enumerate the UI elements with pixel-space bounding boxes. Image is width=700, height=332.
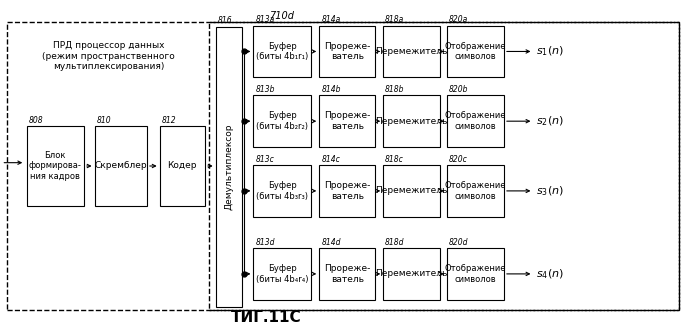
- FancyBboxPatch shape: [319, 26, 375, 77]
- FancyBboxPatch shape: [383, 26, 440, 77]
- FancyBboxPatch shape: [319, 165, 375, 217]
- Text: $s_1(n)$: $s_1(n)$: [536, 45, 564, 58]
- Text: Прореже-
ватель: Прореже- ватель: [324, 112, 370, 131]
- Text: 814d: 814d: [321, 238, 341, 247]
- Text: 813c: 813c: [256, 155, 274, 164]
- FancyBboxPatch shape: [94, 126, 147, 206]
- Text: 820c: 820c: [449, 155, 468, 164]
- FancyBboxPatch shape: [160, 126, 205, 206]
- Text: 812: 812: [162, 116, 176, 125]
- Text: Демультиплексор: Демультиплексор: [225, 124, 233, 210]
- Text: 813b: 813b: [256, 85, 275, 94]
- FancyBboxPatch shape: [253, 165, 311, 217]
- Text: Отображение
символов: Отображение символов: [444, 112, 506, 131]
- Text: ΤИГ.11C: ΤИГ.11C: [231, 310, 301, 325]
- Text: Скремблер: Скремблер: [94, 161, 147, 171]
- Text: 810: 810: [97, 116, 111, 125]
- FancyBboxPatch shape: [383, 96, 440, 147]
- FancyBboxPatch shape: [383, 248, 440, 299]
- Text: 710d: 710d: [270, 11, 295, 21]
- Text: Отображение
символов: Отображение символов: [444, 181, 506, 201]
- FancyBboxPatch shape: [253, 96, 311, 147]
- Text: Отображение
символов: Отображение символов: [444, 264, 506, 284]
- Text: Перемежитель: Перемежитель: [375, 186, 448, 196]
- Text: 814c: 814c: [321, 155, 340, 164]
- Text: Буфер
(биты 4b₁r₁): Буфер (биты 4b₁r₁): [256, 42, 308, 61]
- Text: 818d: 818d: [385, 238, 405, 247]
- Text: 820b: 820b: [449, 85, 468, 94]
- Text: 820a: 820a: [449, 15, 468, 24]
- Text: $s_3(n)$: $s_3(n)$: [536, 184, 564, 198]
- Text: Перемежитель: Перемежитель: [375, 117, 448, 126]
- Text: Кодер: Кодер: [167, 161, 197, 171]
- Text: 814a: 814a: [321, 15, 341, 24]
- FancyBboxPatch shape: [27, 126, 84, 206]
- FancyBboxPatch shape: [319, 248, 375, 299]
- Text: 818b: 818b: [385, 85, 405, 94]
- FancyBboxPatch shape: [319, 96, 375, 147]
- Text: 820d: 820d: [449, 238, 468, 247]
- FancyBboxPatch shape: [216, 27, 242, 307]
- FancyBboxPatch shape: [253, 248, 311, 299]
- FancyBboxPatch shape: [447, 26, 504, 77]
- FancyBboxPatch shape: [447, 96, 504, 147]
- Text: ПРД процессор данных
(режим пространственного
мультиплексирования): ПРД процессор данных (режим пространстве…: [42, 42, 175, 71]
- Text: 818a: 818a: [385, 15, 405, 24]
- Text: Прореже-
ватель: Прореже- ватель: [324, 42, 370, 61]
- Text: $s_2(n)$: $s_2(n)$: [536, 115, 564, 128]
- Text: Прореже-
ватель: Прореже- ватель: [324, 264, 370, 284]
- Text: Перемежитель: Перемежитель: [375, 47, 448, 56]
- Text: Буфер
(биты 4b₂r₂): Буфер (биты 4b₂r₂): [256, 112, 308, 131]
- Text: 818c: 818c: [385, 155, 404, 164]
- Text: $s_4(n)$: $s_4(n)$: [536, 267, 564, 281]
- Text: Перемежитель: Перемежитель: [375, 269, 448, 279]
- FancyBboxPatch shape: [253, 26, 311, 77]
- Text: 813d: 813d: [256, 238, 275, 247]
- Text: Буфер
(биты 4b₄r₄): Буфер (биты 4b₄r₄): [256, 264, 308, 284]
- Text: 813a: 813a: [256, 15, 274, 24]
- FancyBboxPatch shape: [383, 165, 440, 217]
- Text: Блок
формирова-
ния кадров: Блок формирова- ния кадров: [29, 151, 82, 181]
- Text: 814b: 814b: [321, 85, 341, 94]
- Text: 808: 808: [29, 116, 43, 125]
- FancyBboxPatch shape: [447, 165, 504, 217]
- FancyBboxPatch shape: [447, 248, 504, 299]
- Text: Буфер
(биты 4b₃r₃): Буфер (биты 4b₃r₃): [256, 181, 308, 201]
- Text: Отображение
символов: Отображение символов: [444, 42, 506, 61]
- Text: 816: 816: [218, 16, 232, 25]
- Text: Прореже-
ватель: Прореже- ватель: [324, 181, 370, 201]
